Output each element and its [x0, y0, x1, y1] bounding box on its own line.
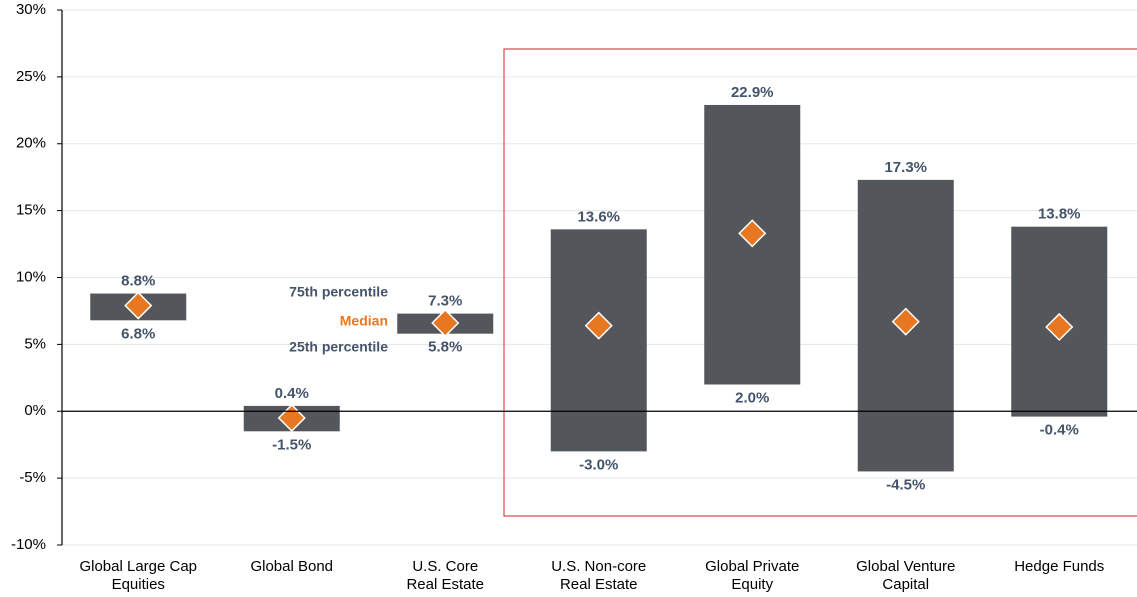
value-label: -3.0%	[579, 456, 618, 473]
y-tick-label: 15%	[16, 202, 46, 219]
value-label: 22.9%	[731, 84, 774, 101]
y-tick-label: 25%	[16, 68, 46, 85]
x-tick-label: Global Large Cap Equities	[79, 558, 198, 593]
value-label: 5.8%	[428, 339, 462, 356]
x-tick-label: Global Private Equity	[705, 558, 800, 593]
legend-label: Median	[340, 313, 388, 329]
y-tick-label: 30%	[16, 1, 46, 18]
value-label: 17.3%	[884, 159, 927, 176]
x-tick-label: Global Venture Capital	[856, 558, 956, 593]
y-tick-label: 0%	[24, 402, 46, 419]
value-label: 6.8%	[121, 325, 155, 342]
highlight-box	[503, 48, 1137, 517]
x-tick-label: Global Bond	[250, 558, 334, 575]
value-label: 2.0%	[735, 389, 769, 406]
value-label: -4.5%	[886, 476, 925, 493]
median-marker	[431, 308, 460, 338]
y-tick-label: -10%	[11, 536, 46, 553]
range-bar	[550, 229, 647, 452]
y-tick-label: 10%	[16, 268, 46, 285]
median-marker	[584, 311, 613, 340]
value-label: 13.6%	[577, 208, 620, 225]
value-label: 0.4%	[275, 385, 309, 402]
median-marker	[124, 291, 153, 320]
x-tick-label: U.S. Non-core Real Estate	[551, 558, 647, 593]
median-marker	[738, 219, 767, 248]
value-label: 13.8%	[1038, 206, 1081, 223]
y-tick-label: -5%	[19, 469, 46, 486]
value-label: -1.5%	[272, 436, 311, 453]
median-marker	[891, 307, 920, 336]
y-tick-label: 20%	[16, 135, 46, 152]
legend-label: 75th percentile	[289, 284, 388, 300]
value-label: -0.4%	[1040, 422, 1079, 439]
legend-label: 25th percentile	[289, 339, 388, 355]
y-tick-label: 5%	[24, 335, 46, 352]
value-label: 8.8%	[121, 273, 155, 290]
x-tick-label: Hedge Funds	[1014, 558, 1105, 575]
x-tick-label: U.S. Core Real Estate	[406, 558, 485, 593]
median-marker	[1045, 312, 1074, 342]
value-label: 7.3%	[428, 293, 462, 310]
